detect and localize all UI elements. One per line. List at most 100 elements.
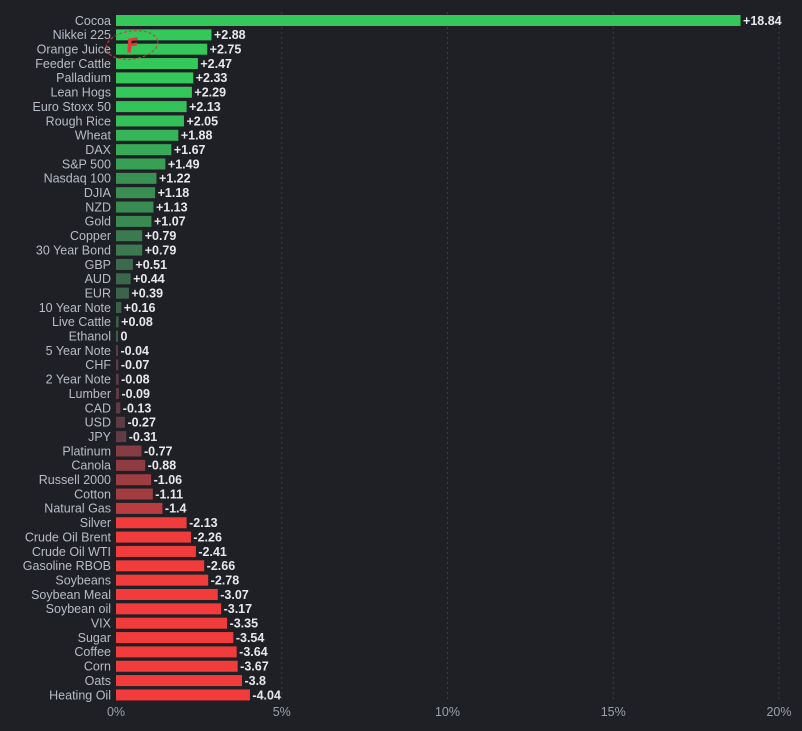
value-label: -0.07 [121, 358, 150, 372]
bar [116, 144, 172, 156]
x-tick-label: 10% [435, 705, 460, 719]
category-label: Lumber [69, 387, 111, 401]
value-label: -2.66 [207, 559, 236, 573]
category-label: Gold [85, 215, 111, 229]
bar [116, 72, 194, 84]
category-label: USD [85, 416, 111, 430]
x-tick-label: 15% [601, 705, 626, 719]
value-label: 0 [121, 330, 128, 344]
bar [116, 603, 222, 615]
category-label: AUD [85, 272, 111, 286]
bar [116, 646, 237, 658]
bar [116, 330, 118, 342]
value-label: -3.35 [230, 617, 259, 631]
category-label: CHF [85, 358, 111, 372]
category-label: Russell 2000 [39, 473, 111, 487]
category-label: Lean Hogs [51, 86, 111, 100]
bar [116, 689, 250, 701]
value-label: -3.17 [224, 602, 253, 616]
value-label: +1.67 [174, 143, 206, 157]
value-label: +2.29 [194, 86, 226, 100]
bar [116, 445, 142, 457]
bar [116, 531, 191, 543]
category-label: 2 Year Note [46, 373, 111, 387]
bar [116, 129, 179, 141]
category-label: Platinum [62, 444, 111, 458]
bar [116, 101, 187, 113]
category-label: CAD [85, 401, 111, 415]
value-label: +1.07 [154, 215, 186, 229]
bar [116, 402, 121, 414]
bar [116, 474, 152, 486]
value-label: +0.44 [133, 272, 165, 286]
bar [116, 574, 209, 586]
x-tick-label: 20% [766, 705, 791, 719]
category-label: Gasoline RBOB [23, 559, 111, 573]
category-label: Wheat [75, 129, 112, 143]
category-label: Canola [71, 459, 111, 473]
value-label: +1.49 [168, 157, 200, 171]
bar [116, 359, 119, 371]
category-label: Soybean oil [46, 602, 111, 616]
value-label: -0.04 [121, 344, 150, 358]
bar [116, 302, 122, 313]
value-label: -3.54 [236, 631, 265, 645]
bar [116, 589, 218, 600]
value-label: -2.41 [198, 545, 227, 559]
bar [116, 617, 228, 629]
value-label: +0.51 [135, 258, 167, 272]
value-label: +0.08 [121, 315, 153, 329]
category-label: Crude Oil WTI [32, 545, 111, 559]
bar-series [116, 15, 741, 701]
value-label: -2.13 [189, 516, 218, 530]
value-label: -3.07 [220, 588, 249, 602]
bar [116, 244, 143, 256]
bar [116, 560, 205, 572]
category-label: Feeder Cattle [35, 57, 111, 71]
value-label: -0.13 [123, 401, 152, 415]
bar [116, 58, 198, 70]
logo-ring [105, 30, 159, 60]
bar [116, 345, 118, 357]
x-tick-label: 0% [107, 705, 125, 719]
value-label: +0.79 [145, 229, 177, 243]
bar [116, 29, 212, 41]
bar [116, 416, 125, 428]
category-label: Soybeans [55, 573, 111, 587]
bar [116, 459, 146, 471]
bar [116, 502, 163, 514]
category-label: NZD [85, 200, 111, 214]
bar [116, 316, 119, 328]
bar [116, 201, 154, 213]
value-label: +1.22 [159, 172, 191, 186]
category-label: Copper [70, 229, 111, 243]
bar [116, 15, 741, 26]
value-label: +2.33 [196, 71, 228, 85]
category-label: EUR [85, 286, 111, 300]
category-label: Crude Oil Brent [25, 530, 112, 544]
value-label: +1.13 [156, 200, 188, 214]
bar [116, 187, 156, 199]
category-label: Silver [80, 516, 111, 530]
category-label: VIX [91, 617, 112, 631]
value-label: -2.78 [211, 573, 240, 587]
bar [116, 215, 152, 227]
category-label: 5 Year Note [46, 344, 111, 358]
value-label: -3.64 [239, 645, 268, 659]
value-label: +2.05 [186, 114, 218, 128]
value-label: -1.4 [165, 502, 187, 516]
grid-lines [281, 12, 780, 700]
category-label: DAX [85, 143, 111, 157]
bar [116, 86, 192, 98]
bar [116, 230, 143, 242]
value-label: +0.39 [131, 286, 163, 300]
category-label: Nasdaq 100 [44, 172, 111, 186]
bar [116, 158, 166, 170]
value-label: +2.47 [200, 57, 232, 71]
bar [116, 388, 119, 400]
bar [116, 488, 153, 500]
bar [116, 115, 184, 127]
bar [116, 172, 157, 184]
category-label: Rough Rice [46, 114, 111, 128]
